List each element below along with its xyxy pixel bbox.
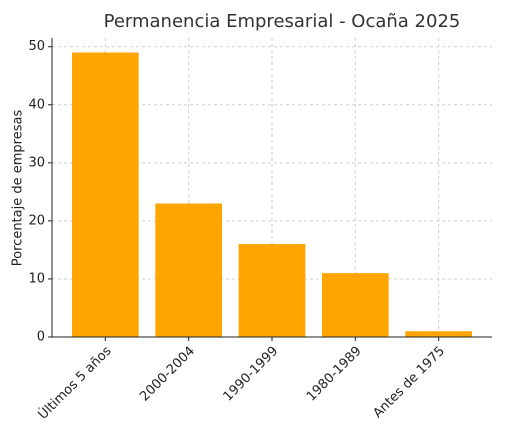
- y-tick-label: 20: [28, 213, 45, 228]
- bar: [155, 203, 222, 337]
- y-tick-label: 50: [28, 39, 45, 54]
- y-axis-label: Porcentaje de empresas: [11, 110, 26, 267]
- bar: [322, 273, 389, 337]
- x-tick-label: 1980-1989: [304, 344, 365, 405]
- bar: [238, 244, 306, 337]
- y-tick-label: 30: [28, 155, 45, 170]
- y-tick-label: 0: [37, 330, 45, 345]
- chart-title: Permanencia Empresarial - Ocaña 2025: [104, 11, 461, 32]
- y-tick-label: 40: [28, 97, 45, 112]
- bar: [405, 331, 472, 337]
- bar: [72, 52, 139, 338]
- y-tick-label: 10: [28, 271, 45, 286]
- x-tick-label: 1990-1999: [221, 344, 282, 405]
- x-tick-label: 2000-2004: [137, 344, 198, 405]
- x-tick-label: Antes de 1975: [370, 344, 448, 422]
- x-tick-label: Últimos 5 años: [35, 343, 115, 423]
